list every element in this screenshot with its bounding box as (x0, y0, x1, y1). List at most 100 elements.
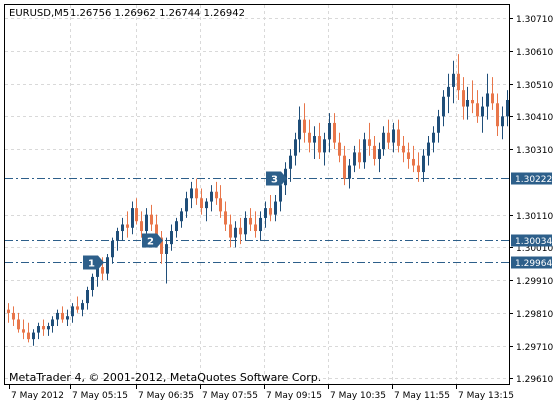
candle-body (442, 96, 445, 117)
candle-body (185, 198, 188, 212)
candle-body (121, 224, 124, 232)
time-tick-label: 7 May 13:15 (458, 391, 514, 401)
candle-body (437, 116, 440, 133)
candle-body (343, 155, 346, 179)
candle-body (131, 208, 134, 228)
plot-frame (4, 4, 510, 385)
level-price-tag (511, 172, 552, 185)
candle-body (234, 227, 237, 238)
level-price-label: 1.29964 (515, 259, 552, 269)
candle-body (407, 152, 410, 159)
grid (5, 5, 509, 385)
candle-body (274, 201, 277, 215)
level-price-label: 1.30034 (515, 237, 552, 247)
candle-body (486, 93, 489, 107)
candle-body (447, 86, 450, 97)
candle-body (32, 332, 35, 340)
candle-body (239, 227, 242, 235)
candle-body (150, 214, 153, 225)
candle-body (392, 129, 395, 143)
candle-body (328, 122, 331, 140)
candle-body (279, 185, 282, 202)
price-tick-label: 1.29710 (516, 343, 553, 353)
marker-label: 1 (88, 259, 95, 270)
candle-body (200, 198, 203, 209)
marker-arrow-shape (142, 233, 163, 248)
candle-body (501, 116, 504, 127)
candle-body (155, 224, 158, 238)
candle-body (96, 267, 99, 277)
time-tick-label: 7 May 05:15 (72, 391, 128, 401)
price-tick-label: 1.30010 (516, 244, 553, 254)
candle-body (382, 132, 385, 150)
candle-body (175, 221, 178, 232)
candle-body (476, 103, 479, 117)
candle-body (135, 208, 138, 222)
candle-body (298, 119, 301, 140)
candle-body (219, 198, 222, 212)
candle-body (318, 136, 321, 153)
candle-body (205, 201, 208, 209)
copyright-label: MetaTrader 4, © 2001-2012, MetaQuotes So… (9, 371, 321, 384)
candle-body (224, 211, 227, 225)
candle-body (37, 326, 40, 333)
marker-arrow-shape (266, 171, 287, 186)
time-tick-label: 7 May 09:15 (266, 391, 322, 401)
candle-body (81, 303, 84, 310)
candle-body (91, 276, 94, 290)
candle-body (462, 90, 465, 107)
candle-body (417, 165, 420, 173)
candle-body (432, 132, 435, 143)
candle-body (195, 188, 198, 199)
candle-body (402, 145, 405, 153)
candle-body (47, 326, 50, 330)
candle-body (160, 237, 163, 254)
candle-body (358, 152, 361, 163)
candle-body (348, 165, 351, 179)
candle-body (170, 231, 173, 245)
candle-body (496, 103, 499, 127)
candle-body (254, 224, 257, 232)
level-price-tag (511, 256, 552, 269)
candle-body (61, 312, 64, 320)
candle-body (289, 155, 292, 169)
marker-arrow-shape (83, 255, 104, 270)
candle-body (210, 191, 213, 202)
candle-body (116, 231, 119, 241)
time-tick-label: 7 May 07:55 (202, 391, 258, 401)
candle-body (353, 152, 356, 166)
candle-body (215, 191, 218, 199)
candle-body (491, 93, 494, 104)
candle-body (466, 100, 469, 107)
candle-body (190, 188, 193, 199)
time-tick-label: 7 May 11:55 (394, 391, 450, 401)
level-markers: 1 2 3 (83, 171, 287, 270)
candle-body (165, 244, 168, 254)
price-tick-label: 1.29810 (516, 310, 553, 320)
candle-body (378, 149, 381, 159)
marker-label: 3 (271, 175, 278, 186)
price-tick-label: 1.30710 (516, 15, 553, 25)
candle-body (249, 217, 252, 225)
level-price-label: 1.30222 (515, 175, 552, 185)
candle-body (471, 100, 474, 104)
candle-body (86, 290, 89, 304)
candle-body (387, 132, 390, 143)
time-axis: 7 May 2012 7 May 05:15 7 May 06:35 7 May 07… (9, 385, 514, 401)
candle-body (294, 139, 297, 156)
candle-body (363, 139, 366, 163)
time-tick-label: 7 May 2012 (11, 391, 64, 401)
price-tick-label: 1.29610 (516, 375, 553, 385)
level-price-tag (511, 234, 552, 247)
candle-body (338, 142, 341, 156)
price-tick-label: 1.30410 (516, 113, 553, 123)
candle-body (12, 312, 15, 320)
ohlc-label: 1.26756 1.26962 1.26744 1.26942 (70, 8, 245, 19)
candle-body (412, 158, 415, 166)
marker-1: 1 (83, 255, 104, 270)
time-tick-label: 7 May 06:35 (138, 391, 194, 401)
candle-body (71, 306, 74, 317)
candle-body (51, 319, 54, 327)
